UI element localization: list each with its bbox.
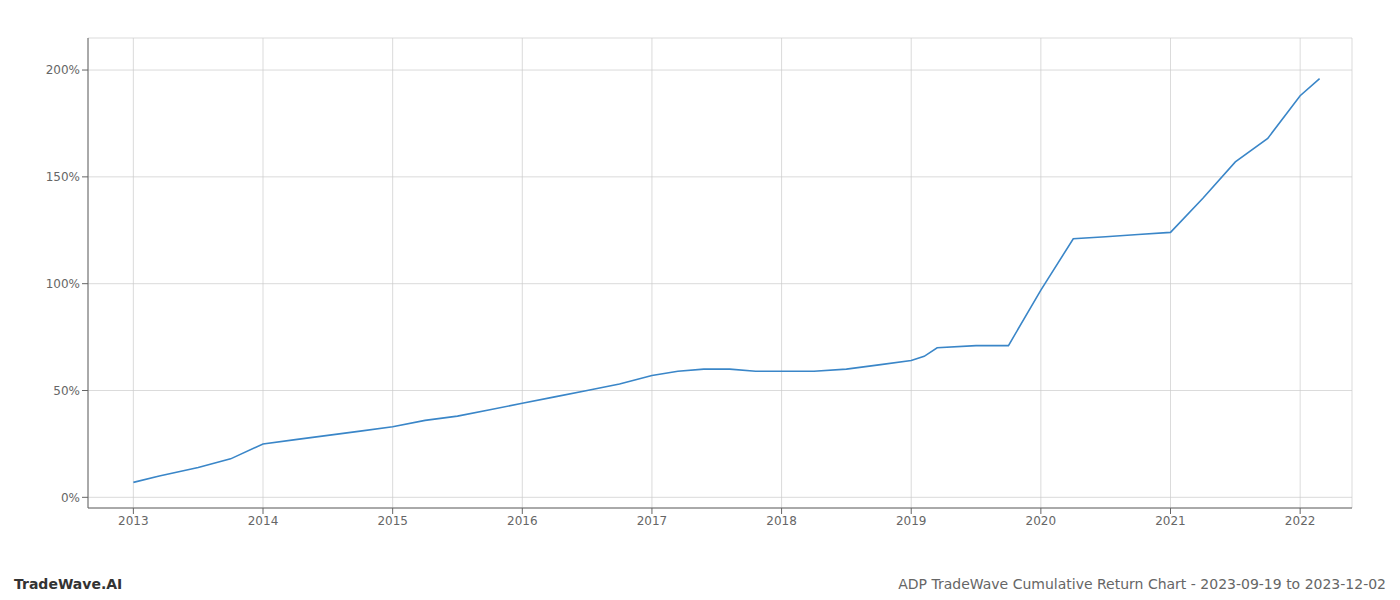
html-text:ADP TradeWave Cumulative Retur: ADP TradeWave Cumulative Return Chart - … <box>898 576 1386 592</box>
svg-text:2013: 2013 <box>118 514 149 528</box>
svg-text:2022: 2022 <box>1285 514 1316 528</box>
svg-text:2019: 2019 <box>896 514 927 528</box>
html-text:TradeWave.AI: TradeWave.AI <box>14 576 123 592</box>
svg-text:50%: 50% <box>53 384 80 398</box>
svg-text:2016: 2016 <box>507 514 538 528</box>
svg-text:2020: 2020 <box>1026 514 1057 528</box>
svg-text:2015: 2015 <box>377 514 408 528</box>
svg-text:200%: 200% <box>46 63 80 77</box>
svg-text:2014: 2014 <box>248 514 279 528</box>
svg-text:2021: 2021 <box>1155 514 1186 528</box>
svg-text:2017: 2017 <box>637 514 668 528</box>
svg-text:150%: 150% <box>46 170 80 184</box>
svg-text:2018: 2018 <box>766 514 797 528</box>
svg-text:100%: 100% <box>46 277 80 291</box>
svg-text:0%: 0% <box>61 491 80 505</box>
